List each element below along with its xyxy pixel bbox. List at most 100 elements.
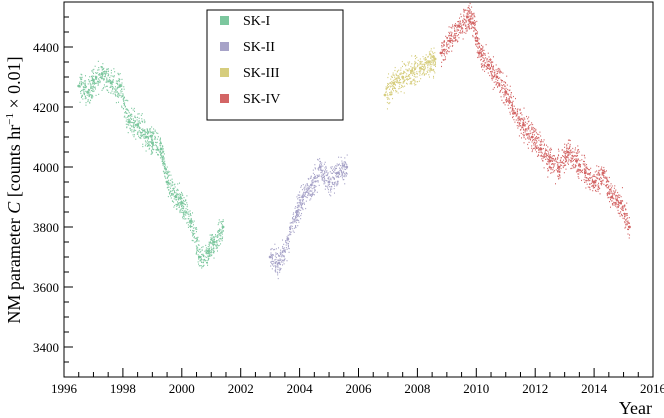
scatter-fill-point [422,65,424,67]
scatter-fill-point [522,133,524,136]
scatter-fill-point [199,248,201,250]
scatter-fill-point [556,170,558,172]
scatter-fill-point [126,126,128,128]
scatter-fill-point [183,208,185,210]
scatter-fill-point [218,239,220,241]
scatter-fill-point [97,72,99,74]
scatter-fill-point [137,131,139,133]
scatter-fill-point [82,89,84,92]
scatter-fill-point [549,149,551,152]
scatter-fill-point [295,219,297,221]
scatter-fill-point [219,230,221,232]
scatter-fill-point [119,73,121,75]
scatter-fill-point [412,79,414,81]
scatter-fill-point [136,126,138,129]
scatter-fill-point [282,264,284,266]
scatter-fill-point [175,208,177,210]
scatter-fill-point [303,194,305,196]
scatter-fill-point [290,231,292,233]
scatter-fill-point [296,211,298,213]
scatter-fill-point [468,19,470,21]
scatter-fill-point [583,160,585,163]
scatter-fill-point [467,12,469,14]
scatter-fill-point [565,157,567,159]
scatter-fill-point [196,240,198,242]
scatter-fill-point [175,194,177,197]
scatter-fill-point [626,223,628,225]
scatter-fill-point [523,142,525,144]
scatter-fill-point [152,131,154,133]
scatter-fill-point [284,249,286,251]
scatter-fill-point [294,215,296,217]
scatter-fill-point [535,151,537,153]
scatter-fill-point [183,206,184,208]
scatter-fill-point [390,91,392,93]
scatter-fill-point [99,73,101,75]
scatter-fill-point [84,84,86,86]
scatter-fill-point [585,168,587,170]
scatter-fill-point [285,247,287,249]
scatter-fill-point [309,177,311,179]
scatter-fill-point [476,45,478,47]
scatter-fill-point [142,134,144,136]
scatter-fill-point [486,61,488,63]
scatter-fill-point [116,91,118,93]
scatter-fill-point [271,264,273,266]
scatter-fill-point [508,107,510,110]
scatter-fill-point [340,175,342,178]
scatter-fill-point [478,46,480,48]
scatter-fill-point [520,112,522,114]
scatter-fill-point [627,228,629,231]
scatter-fill-point [101,76,103,78]
scatter-fill-point [497,82,499,84]
scatter-fill-point [141,113,143,115]
scatter-fill-point [397,77,399,79]
scatter-fill-point [205,260,207,262]
scatter-fill-point [221,221,223,223]
scatter-fill-point [404,85,406,87]
scatter-fill-point [276,265,278,267]
scatter-fill-point [591,178,593,180]
scatter-fill-point [311,188,313,190]
scatter-fill-point [81,95,83,97]
scatter-fill-point [627,220,629,222]
scatter-fill-point [178,202,180,204]
scatter-fill-point [161,160,163,162]
scatter-fill-point [524,118,526,120]
scatter-fill-point [455,32,457,35]
scatter-fill-point [595,182,597,184]
scatter-fill-point [287,244,289,247]
scatter-fill-point [567,157,569,159]
scatter-fill-point [463,9,465,11]
scatter-fill-point [342,163,344,165]
scatter-fill-point [123,88,125,90]
scatter-fill-point [167,189,169,191]
scatter-fill-point [503,96,505,98]
series-sk-ii [268,154,349,280]
scatter-fill-point [173,189,175,191]
scatter-fill-point [136,119,138,121]
scatter-fill-point [83,91,85,93]
scatter-fill-point [135,129,137,132]
scatter-fill-point [296,213,298,215]
scatter-fill-point [284,250,286,252]
scatter-fill-point [578,177,580,179]
scatter-fill-point [455,37,457,39]
scatter-fill-point [402,77,404,79]
scatter-fill-point [207,246,209,248]
scatter-fill-point [550,157,552,159]
scatter-fill-point [183,210,185,212]
scatter-fill-point [82,88,84,91]
scatter-fill-point [202,253,204,256]
scatter-fill-point [611,192,613,194]
scatter-fill-point [579,165,581,167]
scatter-fill-point [430,60,432,62]
scatter-fill-point [608,192,610,194]
scatter-fill-point [413,64,415,66]
scatter-fill-point [298,204,300,206]
scatter-fill-point [127,124,129,126]
scatter-fill-point [608,191,610,193]
scatter-fill-point [468,18,470,20]
scatter-fill-point [492,66,494,68]
scatter-fill-point [341,167,343,169]
